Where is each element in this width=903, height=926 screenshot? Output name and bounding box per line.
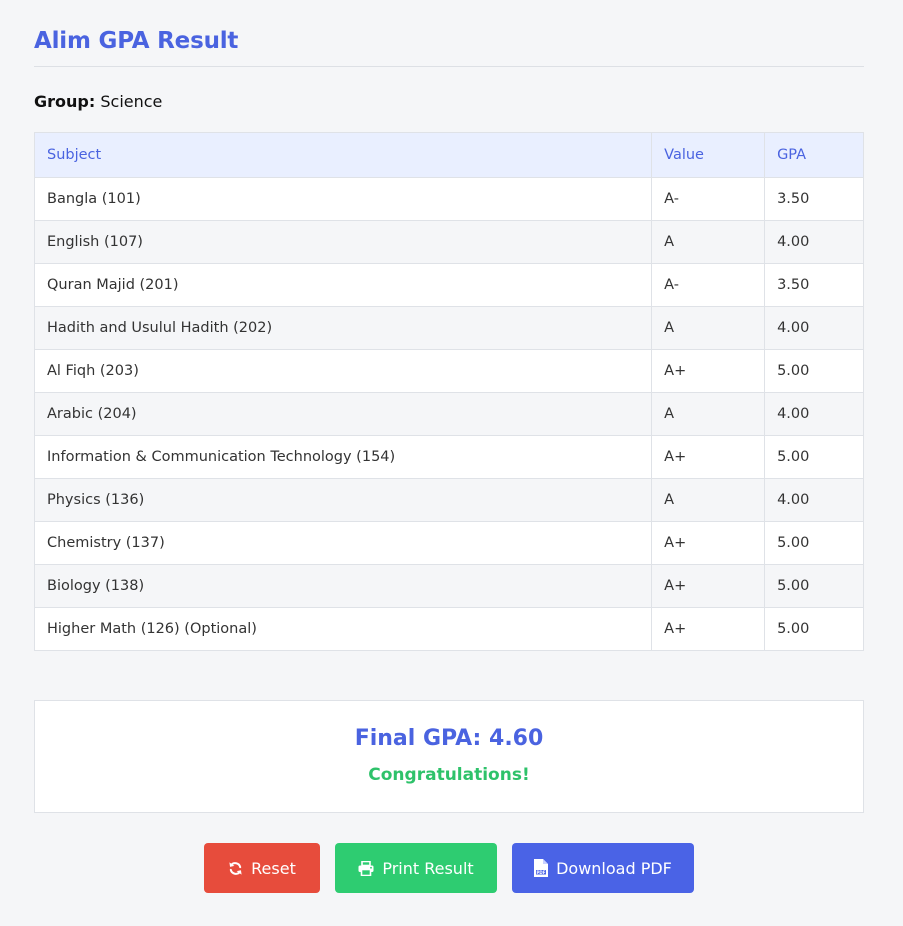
table-row: Information & Communication Technology (… [33,435,864,479]
refresh-icon [228,861,243,876]
gpa-cell: 5.00 [764,521,864,565]
subject-cell: Physics (136) [33,478,653,522]
table-row: Arabic (204) A 4.00 [33,392,864,436]
table-row: English (107) A 4.00 [33,220,864,264]
final-gpa: Final GPA: 4.60 [354,726,544,751]
table-row: Al Fiqh (203) A+ 5.00 [33,349,864,393]
svg-text:PDF: PDF [537,870,546,875]
table-row: Physics (136) A 4.00 [33,478,864,522]
table-row: Bangla (101) A- 3.50 [33,177,864,221]
download-pdf-button[interactable]: PDF Download PDF [512,843,694,893]
result-summary-box: Final GPA: 4.60 Congratulations! [34,700,864,813]
value-cell: A [651,392,766,436]
header-gpa: GPA [764,132,864,178]
subject-cell: Al Fiqh (203) [33,349,653,393]
group-label: Group: [34,92,96,111]
gpa-cell: 5.00 [764,349,864,393]
gpa-cell: 3.50 [764,177,864,221]
value-cell: A [651,306,766,350]
group-value: Science [100,92,163,111]
subject-cell: Information & Communication Technology (… [33,435,653,479]
header-subject: Subject [33,132,653,178]
gpa-cell: 4.00 [764,220,864,264]
value-cell: A+ [651,521,766,565]
subject-cell: Quran Majid (201) [33,263,653,307]
value-cell: A [651,220,766,264]
print-result-button[interactable]: Print Result [335,843,497,893]
pdf-file-icon: PDF [534,859,549,877]
subject-cell: English (107) [33,220,653,264]
table-row: Hadith and Usulul Hadith (202) A 4.00 [33,306,864,350]
reset-button[interactable]: Reset [204,843,320,893]
table-header-row: Subject Value GPA [33,132,864,178]
gpa-cell: 5.00 [764,607,864,651]
gpa-cell: 3.50 [764,263,864,307]
value-cell: A+ [651,607,766,651]
subject-cell: Higher Math (126) (Optional) [33,607,653,651]
table-row: Quran Majid (201) A- 3.50 [33,263,864,307]
subject-cell: Biology (138) [33,564,653,608]
gpa-cell: 5.00 [764,435,864,479]
congrats-message: Congratulations! [368,765,530,785]
table-row: Chemistry (137) A+ 5.00 [33,521,864,565]
group-info: Group: Science [34,92,162,111]
page-title: Alim GPA Result [34,28,239,54]
subject-cell: Hadith and Usulul Hadith (202) [33,306,653,350]
value-cell: A+ [651,349,766,393]
pdf-label: Download PDF [556,858,672,878]
value-cell: A+ [651,435,766,479]
printer-icon [358,860,374,876]
gpa-cell: 4.00 [764,306,864,350]
title-divider [34,66,864,67]
gpa-cell: 5.00 [764,564,864,608]
gpa-cell: 4.00 [764,392,864,436]
print-label: Print Result [382,858,474,878]
gpa-cell: 4.00 [764,478,864,522]
reset-label: Reset [251,858,296,878]
subject-cell: Arabic (204) [33,392,653,436]
subject-cell: Chemistry (137) [33,521,653,565]
header-value: Value [651,132,766,178]
value-cell: A [651,478,766,522]
subject-cell: Bangla (101) [33,177,653,221]
value-cell: A- [651,177,766,221]
value-cell: A- [651,263,766,307]
table-row: Biology (138) A+ 5.00 [33,564,864,608]
value-cell: A+ [651,564,766,608]
grades-table: Subject Value GPA Bangla (101) A- 3.50 E… [33,132,864,651]
table-row: Higher Math (126) (Optional) A+ 5.00 [33,607,864,651]
